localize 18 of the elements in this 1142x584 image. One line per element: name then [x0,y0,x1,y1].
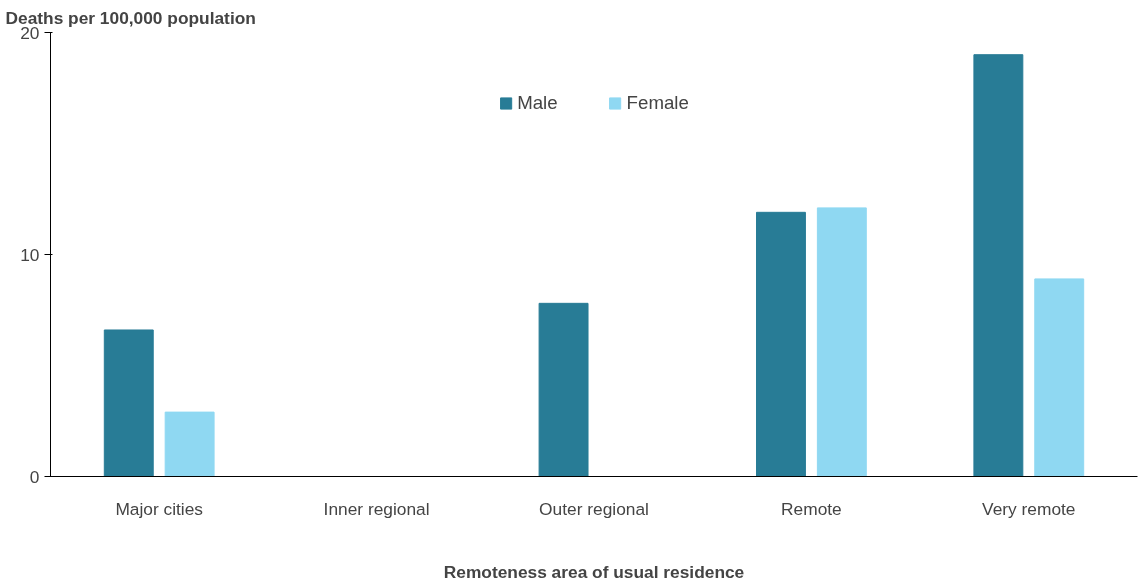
bar [164,411,215,477]
x-tick-label: Remote [781,498,842,519]
y-tick-label: 10 [20,244,40,265]
legend-label: Female [626,92,689,114]
y-axis-title: Deaths per 100,000 population [5,7,256,28]
y-tick-label: 0 [29,466,40,487]
x-axis-title: Remoteness area of usual residence [443,561,745,582]
x-tick-label: Inner regional [323,498,430,519]
bar [538,302,589,477]
x-tick-label: Major cities [115,498,204,519]
bar [103,329,154,477]
bar [816,207,867,477]
bar [973,54,1024,477]
bar [1034,278,1085,477]
x-tick-label: Outer regional [539,498,649,519]
x-tick-label: Very remote [982,498,1076,519]
bar [756,211,806,477]
legend-label: Male [517,92,558,114]
